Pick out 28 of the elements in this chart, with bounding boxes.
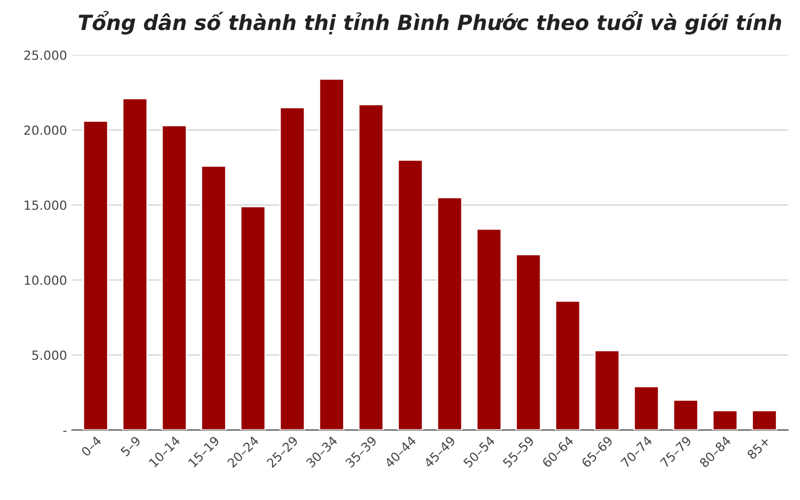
bar <box>318 78 345 430</box>
bar <box>752 410 778 430</box>
bar <box>279 106 306 430</box>
bar <box>240 206 266 430</box>
x-tick-label: 0–4 <box>80 436 102 457</box>
x-tick-label: 5–9 <box>120 436 142 457</box>
bar <box>200 165 227 430</box>
y-tick-label: 25.000 <box>24 50 66 60</box>
bar <box>515 254 542 430</box>
bar <box>161 124 188 430</box>
bar <box>122 98 148 430</box>
y-tick-label: 20.000 <box>24 125 66 135</box>
bar <box>554 300 581 430</box>
bar <box>476 228 502 430</box>
bar <box>82 120 108 430</box>
bar <box>712 410 738 430</box>
x-tick-label: 85+ <box>746 436 770 460</box>
bar <box>397 159 424 430</box>
bar <box>633 386 660 430</box>
y-tick-label: 10.000 <box>24 275 66 285</box>
bar <box>672 399 699 430</box>
bar <box>436 196 463 430</box>
y-tick-label: - <box>63 430 67 432</box>
y-tick-label: 15.000 <box>24 200 66 210</box>
bar <box>358 104 384 430</box>
chart-title: Tổng dân số thành thị tỉnh Bình Phước theo tuổi và giới tính <box>78 10 782 34</box>
y-tick-label: 5.000 <box>32 350 66 360</box>
bar <box>594 350 620 430</box>
